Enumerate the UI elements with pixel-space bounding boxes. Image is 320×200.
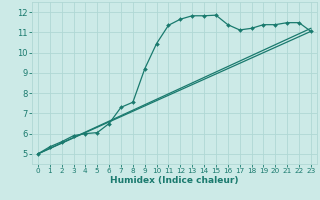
X-axis label: Humidex (Indice chaleur): Humidex (Indice chaleur) — [110, 176, 239, 185]
